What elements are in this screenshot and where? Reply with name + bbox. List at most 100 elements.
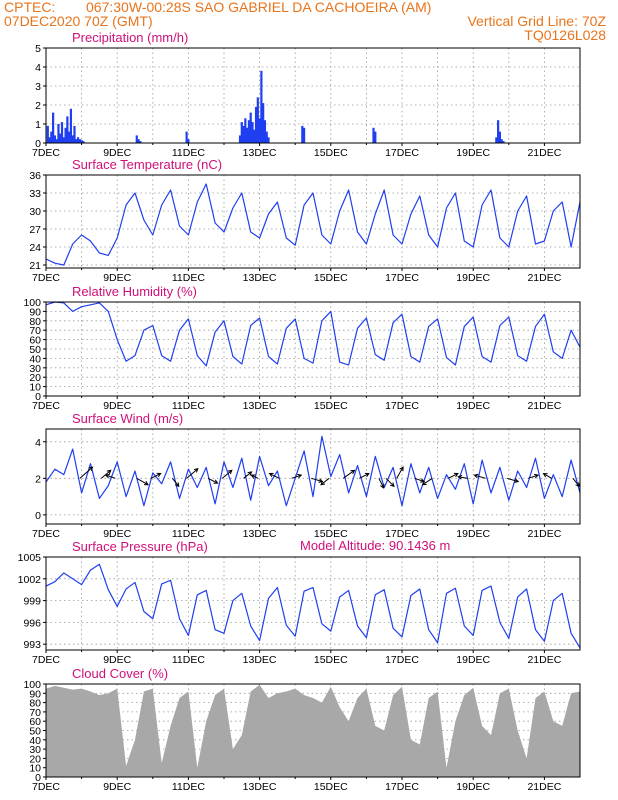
panel-title: Relative Humidity (%) [72, 284, 197, 299]
y-tick-label: 20 [29, 372, 41, 384]
panel-1: 0 1 2 3 4 5 7DEC 9DEC 11DEC 13DEC 15DEC 17DEC 19DEC 2… [32, 30, 581, 159]
x-tick-label: 13DEC [243, 528, 277, 540]
y-tick-label: 30 [29, 206, 41, 218]
y-tick-label: 70 [29, 325, 41, 337]
wind-arrowhead [320, 480, 326, 486]
precip-bar [78, 139, 81, 143]
wind-barb [311, 477, 323, 483]
wind-arrowhead [106, 469, 112, 475]
wind-arrowhead [104, 473, 110, 479]
y-tick-label: 1002 [18, 574, 42, 586]
x-tick-label: 9DEC [103, 272, 131, 284]
y-tick-label: 3 [35, 81, 41, 93]
x-tick-label: 17DEC [385, 272, 419, 284]
header-grid-line: Vertical Grid Line: 70Z [467, 13, 606, 29]
x-tick-label: 19DEC [456, 654, 490, 666]
panel-title: Precipitation (mm/h) [72, 30, 188, 45]
wind-arrowhead [542, 472, 548, 478]
x-tick-label: 13DEC [243, 654, 277, 666]
y-tick-label: 0 [35, 391, 41, 403]
panel-frame [45, 556, 581, 651]
y-tick-label: 10 [29, 763, 41, 775]
wind-arrowhead [247, 471, 253, 476]
wind-barb [396, 466, 404, 479]
y-tick-label: 40 [29, 353, 41, 365]
x-tick-label: 11DEC [172, 781, 205, 793]
y-tick-label: 4 [35, 62, 41, 74]
y-tick-label: 27 [29, 224, 41, 236]
precip-bar [68, 131, 71, 143]
y-tick-label: 60 [29, 716, 41, 728]
y-tick-label: 50 [29, 344, 41, 356]
wind-barb [79, 466, 93, 479]
x-tick-label: 19DEC [456, 528, 490, 540]
precip-bar [244, 118, 247, 143]
wind-barb [100, 469, 112, 479]
wind-barb [528, 474, 539, 479]
y-tick-label: 21 [29, 260, 41, 272]
x-tick-label: 17DEC [385, 654, 419, 666]
wind-arrowhead [399, 466, 404, 472]
x-tick-label: 17DEC [385, 400, 419, 412]
x-tick-label: 21DEC [527, 528, 561, 540]
precip-bar [249, 112, 252, 143]
precip-bar [500, 139, 503, 143]
precip-bar [260, 70, 263, 143]
wind-barb [243, 471, 252, 479]
precip-bar [73, 125, 76, 143]
wind-arrowhead [174, 482, 180, 488]
panel-4: 0 2 4 7DEC 9DEC 11DEC 13DEC 15DEC 17DEC 19DEC 21DE… [32, 411, 581, 540]
wind-arrowhead [297, 473, 303, 479]
y-tick-label: 996 [23, 617, 41, 629]
y-tick-label: 33 [29, 188, 41, 200]
precip-bar [52, 112, 55, 143]
x-tick-label: 13DEC [243, 400, 277, 412]
wind-barb [506, 477, 519, 483]
x-tick-label: 17DEC [385, 528, 419, 540]
precip-bar [262, 103, 265, 143]
wind-barb [572, 478, 580, 487]
x-tick-label: 15DEC [314, 400, 348, 412]
wind-barb [291, 474, 302, 479]
wind-barb [269, 473, 280, 479]
x-tick-label: 7DEC [32, 400, 60, 412]
x-tick-label: 17DEC [385, 781, 419, 793]
precip-bar [80, 140, 83, 143]
header-model: TQ0126L028 [524, 27, 606, 43]
y-tick-label: 90 [29, 688, 41, 700]
header-source: CPTEC: [4, 0, 55, 15]
wind-barb [359, 473, 370, 479]
precip-bar [185, 131, 188, 143]
x-tick-label: 15DEC [314, 654, 348, 666]
wind-arrowhead [364, 472, 370, 478]
y-tick-label: 40 [29, 735, 41, 747]
y-tick-label: 0 [35, 510, 41, 522]
precip-bar [238, 135, 242, 143]
x-tick-label: 19DEC [456, 147, 490, 159]
wind-arrowhead [268, 472, 274, 478]
precip-bar [498, 131, 501, 143]
precip-bar [187, 139, 190, 143]
wind-barb [150, 473, 161, 479]
panel-frame [45, 174, 581, 269]
x-tick-label: 11DEC [172, 654, 205, 666]
x-tick-label: 11DEC [172, 528, 205, 540]
wind-barb [251, 474, 259, 479]
x-tick-label: 7DEC [32, 654, 60, 666]
wind-barb [422, 477, 433, 486]
y-tick-label: 1 [35, 119, 41, 131]
x-tick-label: 21DEC [527, 654, 561, 666]
wind-arrowhead [380, 483, 385, 489]
precip-bar [254, 106, 258, 143]
precip-bar [256, 97, 259, 143]
y-tick-label: 80 [29, 698, 41, 710]
precip-bar [242, 125, 245, 143]
panel-2: 21 24 27 30 33 36 7DEC 9DEC 11DEC 13DEC 15DEC 17DEC… [29, 157, 581, 284]
precip-bar [48, 137, 51, 143]
model-altitude: Model Altitude: 90.1436 m [300, 538, 450, 553]
wind-arrowhead [193, 468, 199, 473]
wind-barb [458, 476, 468, 479]
x-tick-label: 21DEC [527, 147, 561, 159]
y-tick-label: 993 [23, 639, 41, 651]
